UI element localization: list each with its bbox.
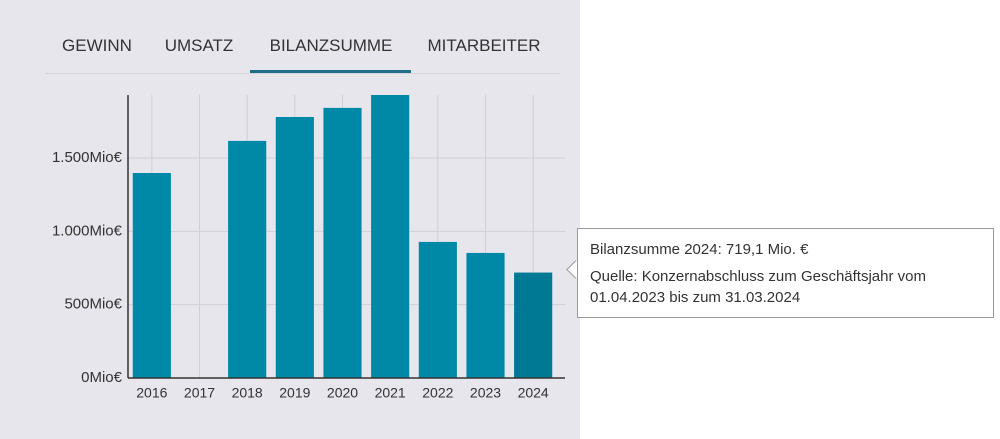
- bar: [228, 140, 267, 378]
- bar: [371, 95, 410, 378]
- tab[interactable]: MITARBEITER: [427, 36, 541, 55]
- bar: [466, 252, 505, 378]
- x-tick-label: 2023: [470, 385, 501, 401]
- tab-underline: [250, 70, 411, 73]
- bar: [275, 116, 314, 379]
- bar: [418, 241, 457, 378]
- x-tick-label: 2016: [136, 385, 167, 401]
- y-tick-label: 500Mio€: [64, 296, 122, 313]
- tab-active[interactable]: BILANZSUMME: [269, 36, 393, 55]
- tooltip: Bilanzsumme 2024: 719,1 Mio. € Quelle: K…: [577, 228, 994, 318]
- tooltip-source: Quelle: Konzernabschluss zum Geschäftsja…: [590, 268, 926, 306]
- chart: 0Mio€ 500Mio€ 1.000Mio€ 1.500Mio€ 2016 2017 20…: [52, 95, 565, 401]
- x-tick-label: 2017: [184, 385, 215, 401]
- x-tick-label: 2024: [518, 385, 549, 401]
- bar: [323, 107, 362, 378]
- x-tick-label: 2022: [422, 385, 453, 401]
- tab[interactable]: UMSATZ: [164, 36, 234, 55]
- x-tick-label: 2021: [375, 385, 406, 401]
- tab[interactable]: GEWINN: [62, 36, 132, 55]
- bar: [514, 272, 553, 378]
- tooltip-title: Bilanzsumme 2024: 719,1 Mio. €: [590, 241, 809, 258]
- y-tick-label: 0Mio€: [81, 369, 123, 386]
- tab-separator: [45, 73, 560, 74]
- y-tick-label: 1.000Mio€: [52, 222, 123, 239]
- x-tick-label: 2018: [232, 385, 263, 401]
- bar: [132, 173, 171, 378]
- x-tick-label: 2020: [327, 385, 358, 401]
- y-tick-label: 1.500Mio€: [52, 149, 123, 166]
- x-tick-label: 2019: [279, 385, 310, 401]
